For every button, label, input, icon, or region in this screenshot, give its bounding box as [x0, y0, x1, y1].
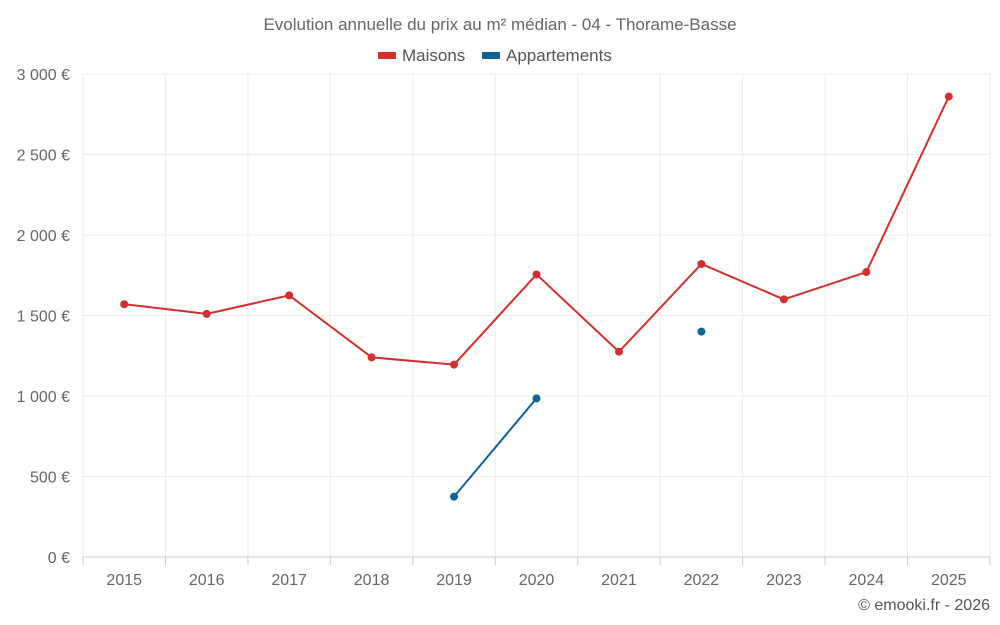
data-point-maisons[interactable]: [367, 353, 376, 362]
legend-swatch: [378, 52, 396, 59]
series-appartements: [450, 327, 706, 501]
x-tick-label: 2019: [436, 572, 472, 589]
y-tick-label: 2 500 €: [17, 148, 70, 165]
x-tick-label: 2015: [106, 572, 142, 589]
x-tick-label: 2021: [601, 572, 637, 589]
data-point-maisons[interactable]: [614, 347, 623, 356]
legend-item-maisons[interactable]: Maisons: [378, 46, 465, 65]
data-point-maisons[interactable]: [120, 300, 129, 309]
data-point-maisons[interactable]: [532, 270, 541, 279]
legend-label: Appartements: [506, 46, 612, 65]
y-tick-label: 3 000 €: [17, 67, 70, 84]
legend: Maisons Appartements: [378, 46, 612, 65]
chart-title: Evolution annuelle du prix au m² médian …: [263, 15, 736, 34]
data-point-maisons[interactable]: [944, 92, 953, 101]
x-tick-label: 2023: [766, 572, 802, 589]
legend-item-appartements[interactable]: Appartements: [482, 46, 612, 65]
credit-text: © emooki.fr - 2026: [858, 597, 990, 614]
y-tick-label: 2 000 €: [17, 228, 70, 245]
data-point-appartements[interactable]: [697, 327, 706, 336]
series-layer: [120, 92, 953, 501]
data-point-maisons[interactable]: [697, 259, 706, 268]
x-tick-label: 2025: [931, 572, 967, 589]
data-point-appartements[interactable]: [532, 394, 541, 403]
grid: 0 € 500 € 1 000 € 1 500 € 2 000 € 2 500 € 3 00…: [17, 67, 991, 567]
series-line-appartements: [453, 397, 538, 498]
data-point-maisons[interactable]: [862, 268, 871, 277]
data-point-maisons[interactable]: [202, 309, 211, 318]
x-tick-label: 2016: [189, 572, 225, 589]
series-maisons: [120, 92, 953, 369]
x-tick-label: 2017: [271, 572, 307, 589]
x-tick-label: 2022: [684, 572, 720, 589]
data-point-maisons[interactable]: [450, 360, 459, 369]
y-tick-label: 1 500 €: [17, 309, 70, 326]
axes: 2015 2016 2017 2018 2019 2020 2021 2022 2023 2024…: [82, 556, 991, 589]
x-tick-label: 2024: [849, 572, 885, 589]
data-point-maisons[interactable]: [285, 291, 294, 300]
x-tick-label: 2020: [519, 572, 555, 589]
y-tick-label: 0 €: [48, 550, 70, 567]
y-tick-label: 1 000 €: [17, 389, 70, 406]
x-tick-label: 2018: [354, 572, 390, 589]
y-tick-label: 500 €: [30, 470, 70, 487]
data-point-appartements[interactable]: [450, 492, 459, 501]
legend-label: Maisons: [402, 46, 465, 65]
data-point-maisons[interactable]: [779, 295, 788, 304]
legend-swatch: [482, 52, 500, 59]
